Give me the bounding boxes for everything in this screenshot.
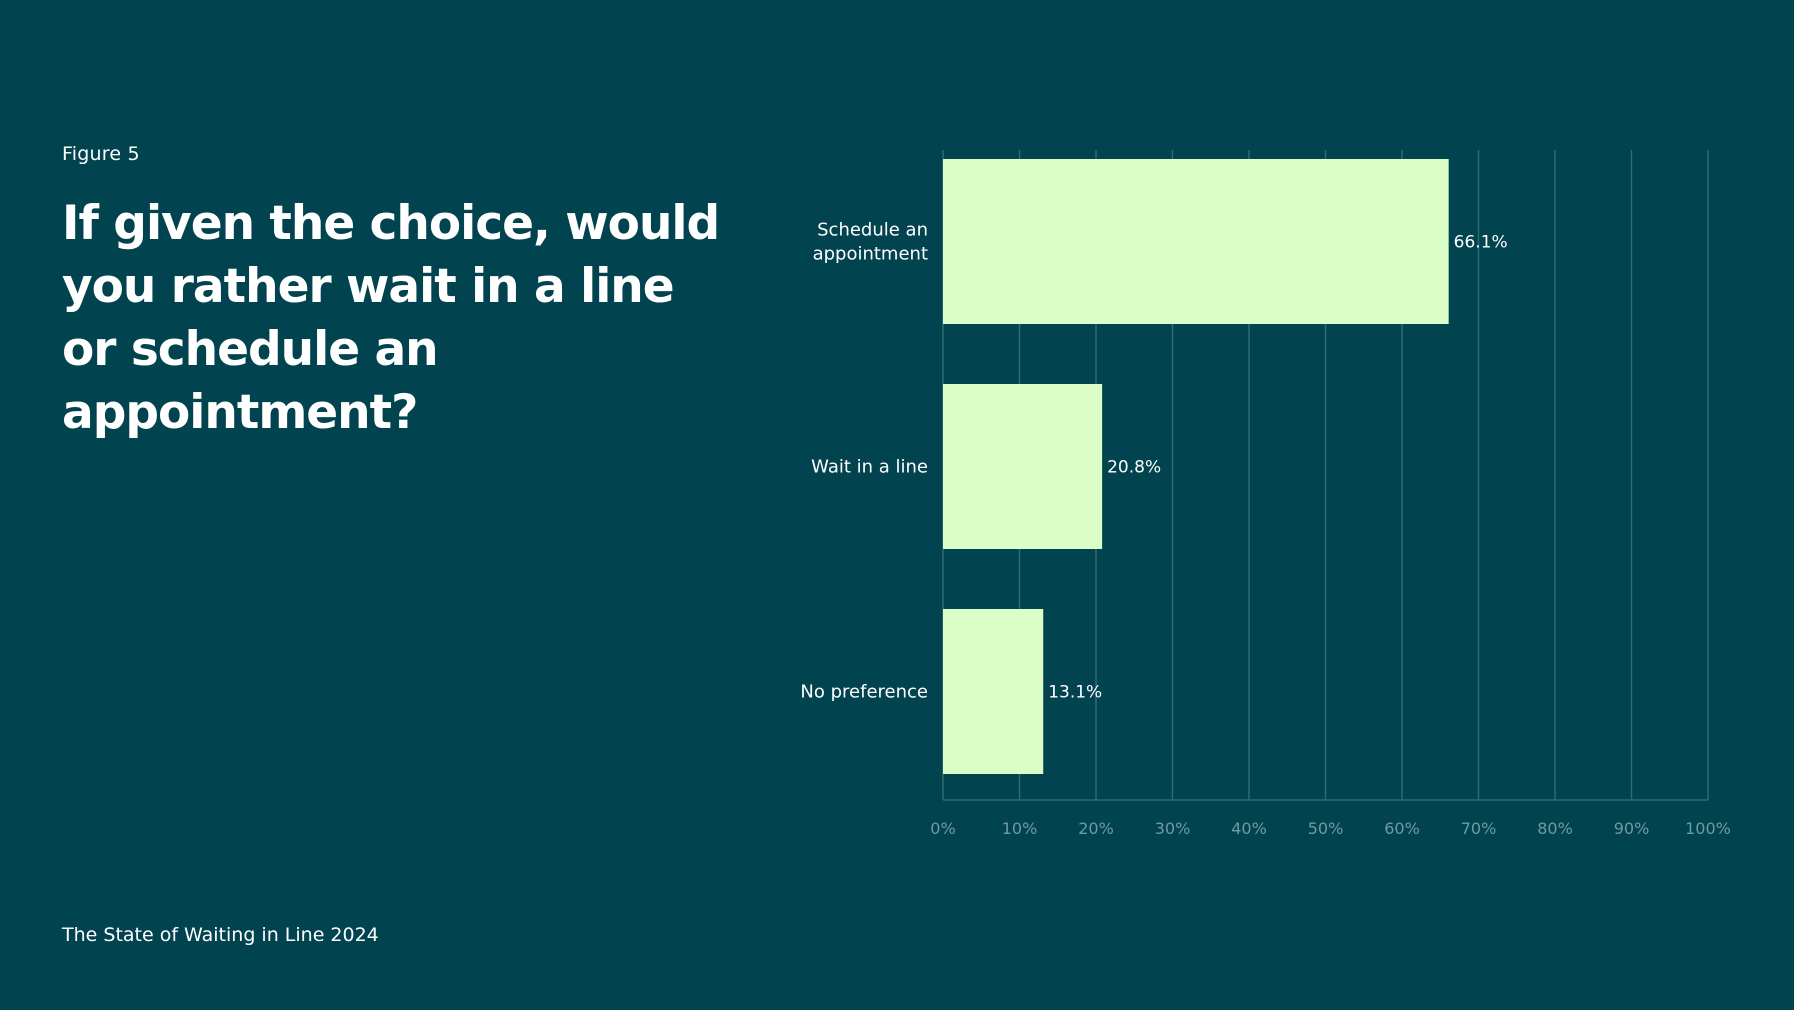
x-tick-label-8: 80% [1537, 819, 1573, 838]
category-label-1: Wait in a line [811, 457, 928, 478]
category-label-0: Schedule an appointment [813, 220, 928, 265]
value-label-0: 66.1% [1454, 233, 1508, 253]
chart-question-title: If given the choice, would you rather wa… [62, 196, 720, 440]
bar-1 [943, 384, 1103, 549]
x-tick-label-3: 30% [1155, 819, 1191, 838]
category-label-2: No preference [800, 682, 928, 703]
report-footer: The State of Waiting in Line 2024 [62, 924, 379, 946]
x-tick-label-1: 10% [1002, 819, 1038, 838]
x-tick-label-2: 20% [1078, 819, 1114, 838]
value-label-1: 20.8% [1107, 458, 1161, 478]
x-tick-label-6: 60% [1384, 819, 1420, 838]
bar-0 [943, 159, 1449, 324]
bar-2 [943, 609, 1044, 774]
value-label-2: 13.1% [1048, 683, 1102, 703]
x-tick-label-0: 0% [930, 819, 955, 838]
x-tick-label-9: 90% [1614, 819, 1650, 838]
x-tick-label-4: 40% [1231, 819, 1267, 838]
x-tick-label-10: 100% [1685, 819, 1731, 838]
figure-label: Figure 5 [62, 143, 140, 165]
x-tick-label-7: 70% [1461, 819, 1497, 838]
x-tick-label-5: 50% [1308, 819, 1344, 838]
